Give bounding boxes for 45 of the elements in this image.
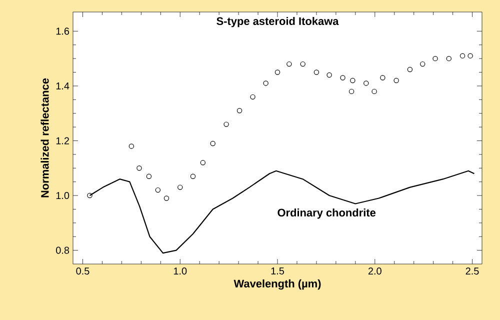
x-tick-label: 1.0: [174, 268, 187, 275]
y-tick-label: 1.2: [56, 137, 69, 144]
y-tick-label: 0.8: [56, 246, 70, 254]
point: [314, 70, 320, 75]
x-tick-label: 2.0: [368, 268, 382, 275]
point: [326, 72, 332, 78]
point: [146, 174, 152, 179]
point: [200, 160, 206, 166]
point: [274, 70, 280, 75]
point: [380, 75, 386, 80]
point: [250, 94, 256, 100]
y-axis-title: Normalized reflectance: [40, 78, 49, 198]
point: [340, 75, 346, 80]
point: [190, 174, 196, 179]
x-axis-title: Wavelength (µm): [234, 279, 321, 290]
point: [372, 88, 377, 94]
point: [432, 56, 438, 62]
point: [164, 196, 170, 201]
point: [286, 61, 292, 67]
x-tick-label: 2.5: [466, 268, 479, 275]
y-tick-label: 1.0: [56, 192, 70, 200]
legend-label: S-type asteroid Itokawa: [216, 16, 339, 28]
point: [178, 184, 183, 190]
point: [394, 78, 399, 84]
point: [420, 61, 426, 67]
point: [128, 144, 134, 149]
point: [236, 108, 242, 114]
point: [224, 122, 229, 127]
y-tick-label: 1.4: [56, 82, 70, 90]
point: [155, 187, 161, 193]
point: [468, 53, 473, 58]
point: [407, 66, 413, 72]
y-tick-label: 1.6: [56, 28, 70, 35]
point: [263, 80, 268, 86]
point: [136, 166, 142, 171]
point: [350, 78, 356, 84]
x-tick-label: 1.5: [271, 268, 284, 274]
point: [460, 53, 466, 58]
point: [210, 140, 216, 146]
point: [300, 61, 306, 67]
series-label: Ordinary chondrite: [278, 208, 376, 219]
point: [364, 80, 369, 86]
point: [446, 56, 452, 62]
x-tick-label: 0.5: [76, 268, 90, 275]
point: [348, 88, 354, 94]
